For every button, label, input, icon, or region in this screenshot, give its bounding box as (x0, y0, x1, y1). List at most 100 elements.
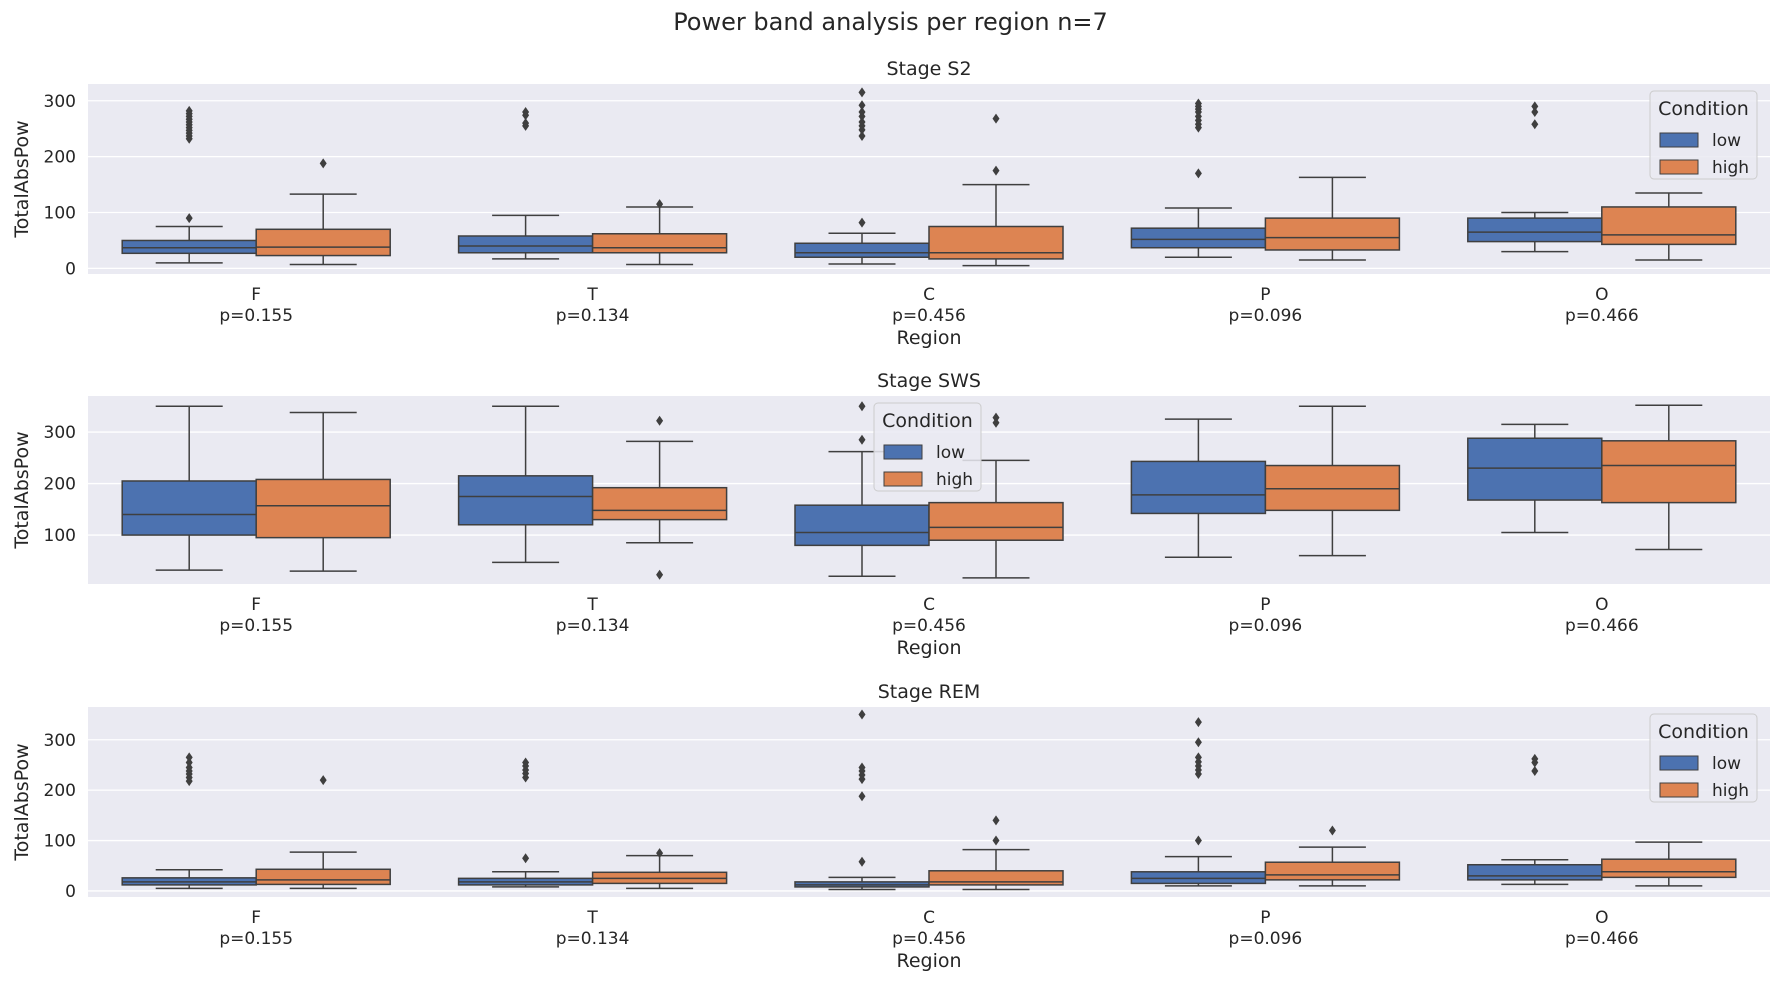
legend-label-low: low (1712, 131, 1741, 151)
box-iqr (1264, 861, 1401, 881)
x-tick-label: P (1260, 595, 1270, 615)
box-iqr (1130, 871, 1267, 885)
outlier-point (1194, 737, 1202, 748)
outlier-point (1531, 106, 1539, 117)
outlier-point (1194, 98, 1202, 109)
legend-frame (1649, 713, 1758, 803)
box-high-C (928, 113, 1064, 267)
box-iqr (457, 235, 594, 254)
box-iqr (457, 475, 594, 526)
outlier-point (1194, 168, 1202, 179)
legend-frame (873, 402, 982, 492)
box-high-P (1264, 405, 1401, 557)
legend-swatch-high (1659, 782, 1699, 798)
outlier-point (992, 835, 1000, 846)
y-tick-label: 300 (44, 731, 76, 751)
box-high-C (928, 815, 1064, 891)
outlier-point (858, 100, 866, 111)
box-high-T (591, 848, 728, 890)
outlier-point (1531, 753, 1539, 764)
box-iqr (928, 870, 1064, 886)
y-tick-label: 100 (44, 204, 76, 224)
outlier-point (1194, 752, 1202, 763)
x-tick-pvalue: p=0.456 (892, 616, 966, 636)
outlier-point (992, 412, 1000, 423)
outlier-point (1328, 825, 1336, 836)
x-tick-pvalue: p=0.456 (892, 929, 966, 949)
panel-title: Stage SWS (877, 370, 981, 392)
outlier-point (656, 199, 664, 210)
x-tick-pvalue: p=0.096 (1229, 616, 1303, 636)
box-low-T (457, 405, 594, 564)
x-tick-pvalue: p=0.134 (556, 306, 630, 326)
box-low-P (1130, 418, 1267, 558)
outlier-point (992, 165, 1000, 176)
panel-stage-s2: 0 100 200 300 Stage S2 TotalAbsPow Fp=0.155 Tp=… (11, 58, 1770, 349)
legend-title: Condition (882, 410, 973, 432)
outlier-point (1194, 835, 1202, 846)
x-tick-label: F (251, 285, 261, 305)
outlier-point (858, 217, 866, 228)
box-iqr (1467, 863, 1603, 881)
legend-swatch-low (1659, 755, 1699, 771)
outlier-point (185, 213, 193, 224)
y-tick-label: 0 (65, 259, 76, 279)
legend-title: Condition (1658, 721, 1749, 743)
figure-suptitle: Power band analysis per region n=7 (673, 8, 1108, 36)
legend-label-high: high (1712, 158, 1749, 178)
box-iqr (928, 225, 1064, 260)
x-tick-label: F (251, 908, 261, 928)
x-tick-pvalue: p=0.466 (1565, 929, 1639, 949)
outlier-point (858, 709, 866, 720)
x-tick-label: C (923, 285, 935, 305)
box-low-C (794, 401, 930, 578)
box-iqr (928, 501, 1064, 541)
x-tick-pvalue: p=0.155 (219, 616, 293, 636)
box-low-C (794, 709, 930, 891)
outlier-point (858, 762, 866, 773)
box-high-P (1264, 176, 1401, 261)
x-tick-label: O (1595, 285, 1608, 305)
outlier-point (656, 415, 664, 426)
box-iqr (1601, 206, 1737, 246)
outlier-point (992, 815, 1000, 826)
box-low-C (794, 87, 930, 265)
box-iqr (1467, 217, 1603, 243)
outlier-point (858, 106, 866, 117)
x-tick-label: P (1260, 908, 1270, 928)
y-tick-label: 200 (44, 781, 76, 801)
outlier-point (1531, 101, 1539, 112)
x-tick-pvalue: p=0.466 (1565, 616, 1639, 636)
legend-swatch-high (883, 471, 923, 487)
x-tick-pvalue: p=0.134 (556, 616, 630, 636)
box-high-F (255, 775, 391, 890)
box-iqr (1264, 217, 1401, 251)
y-tick-label: 200 (44, 148, 76, 168)
box-iqr (1467, 437, 1603, 501)
box-high-P (1264, 825, 1401, 887)
box-iqr (255, 868, 391, 886)
outlier-point (992, 417, 1000, 428)
x-tick-label: T (586, 908, 598, 928)
box-iqr (255, 228, 391, 257)
outlier-point (858, 401, 866, 412)
box-high-C (928, 412, 1064, 579)
box-iqr (591, 233, 728, 254)
outlier-point (522, 118, 530, 129)
x-tick-pvalue: p=0.096 (1229, 929, 1303, 949)
box-low-T (457, 106, 594, 260)
box-iqr (121, 239, 257, 255)
x-axis-label: Region (896, 637, 961, 659)
y-axis-label: TotalAbsPow (11, 120, 33, 238)
outlier-point (858, 130, 866, 141)
y-tick-label: 300 (44, 423, 76, 443)
legend: Condition low high (1649, 90, 1758, 180)
outlier-point (858, 856, 866, 867)
outlier-point (319, 775, 327, 786)
box-low-P (1130, 717, 1267, 887)
box-low-F (121, 105, 257, 264)
x-tick-label: O (1595, 595, 1608, 615)
x-tick-pvalue: p=0.155 (219, 306, 293, 326)
